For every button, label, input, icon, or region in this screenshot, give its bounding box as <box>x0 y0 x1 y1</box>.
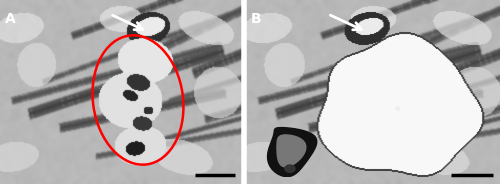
Text: B: B <box>251 12 262 26</box>
Polygon shape <box>277 135 306 167</box>
Polygon shape <box>285 165 295 172</box>
Text: A: A <box>5 12 16 26</box>
Polygon shape <box>268 128 317 177</box>
